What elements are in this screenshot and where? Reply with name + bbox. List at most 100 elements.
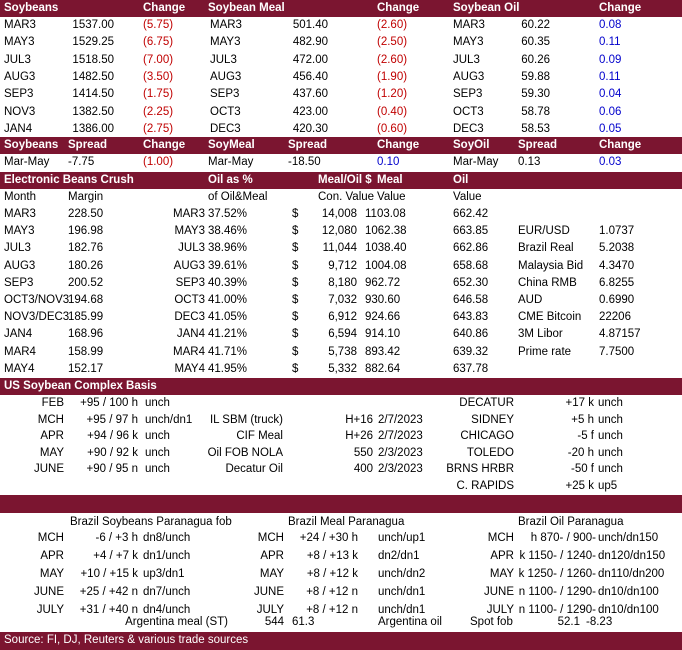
meal-month: MAY <box>259 568 284 580</box>
oil-month: MAY3 <box>453 36 484 49</box>
crush-header-cell: Oil <box>453 174 469 186</box>
dollar-sign: $ <box>292 259 299 272</box>
spread-header-cell: Change <box>143 139 186 151</box>
basis-month: JUNE <box>33 463 64 476</box>
oil-price: 58.53 <box>521 122 550 135</box>
oil-share: 40.39% <box>208 276 248 289</box>
meal-month: JUL3 <box>210 53 237 66</box>
futures-header-cell: Soybean Meal <box>208 2 285 14</box>
crush-month: OCT3/NOV3 <box>4 294 70 306</box>
product-date: 2/7/2023 <box>378 413 423 426</box>
futures-row: AUG3 1482.50 (3.50) AUG3 456.40 (1.90) AUG3 59.… <box>0 69 682 86</box>
oil-month: AUG3 <box>453 70 485 83</box>
crush-margin: 194.68 <box>68 294 104 306</box>
spread-cell: 0.03 <box>599 156 622 168</box>
meal-change: (2.60) <box>377 53 408 66</box>
spread-cell: 0.10 <box>377 156 400 168</box>
product-name: CIF Meal <box>236 430 283 443</box>
crush-month: MAY4 <box>4 362 35 375</box>
meal-change: (1.90) <box>377 70 408 83</box>
soy-trend: dn7/unch <box>143 586 191 598</box>
fx-label: AUD <box>518 294 543 306</box>
crush-header: Electronic Beans Crush Oil as % Meal/Oil $… <box>0 172 682 189</box>
spread-cell: (1.00) <box>143 156 174 168</box>
city-basis: +25 k <box>565 480 594 492</box>
crush-margin: 158.99 <box>68 345 104 358</box>
soy-month: JUL3 <box>4 53 31 66</box>
meal-value: 1038.40 <box>365 242 407 255</box>
meal-value: 1004.08 <box>365 259 407 272</box>
source-band: Source: FI, DJ, Reuters & various trade … <box>0 632 682 650</box>
meal-value: 1062.38 <box>365 225 407 238</box>
meal-month: OCT3 <box>210 105 241 118</box>
meal-value: 893.42 <box>365 345 401 358</box>
meal-change: (2.60) <box>377 19 408 31</box>
crush-month-2: OCT3 <box>174 294 205 306</box>
product-price: H+26 <box>345 430 373 443</box>
meal-trend: unch/dn2 <box>378 568 426 580</box>
oil-price: 60.35 <box>521 36 550 49</box>
futures-row: MAY3 1529.25 (6.75) MAY3 482.90 (2.50) MAY3 60.… <box>0 34 682 51</box>
soy-month: MCH <box>37 532 64 544</box>
crush-margin: 185.99 <box>68 311 104 324</box>
crush-month-2: SEP3 <box>175 276 205 289</box>
crush-subheader: Month Margin of Oil&Meal Con. Value Value Val… <box>0 189 682 206</box>
crush-row: MAR4 158.99 MAR4 41.71% $5,738 893.42 639.32 Pr… <box>0 344 682 361</box>
crush-header-cell: Meal <box>377 174 403 186</box>
oil-change: 0.08 <box>599 19 622 31</box>
futures-row: JUL3 1518.50 (7.00) JUL3 472.00 (2.60) JUL3 60.… <box>0 52 682 69</box>
dollar-sign: $ <box>292 362 299 375</box>
crush-month-2: MAR3 <box>173 208 205 220</box>
oil-value: 643.83 <box>453 311 489 324</box>
fx-label: CME Bitcoin <box>518 311 582 324</box>
city-name: TOLEDO <box>466 446 514 459</box>
brazil-meal-title: Brazil Meal Paranagua <box>288 516 405 528</box>
futures-header-cell: Change <box>143 2 186 14</box>
futures-row: NOV3 1382.50 (2.25) OCT3 423.00 (0.40) OCT3 58.… <box>0 104 682 121</box>
crush-subheader-cell: Value <box>377 191 406 203</box>
meal-value: 924.66 <box>365 311 401 324</box>
brazil-row: MAY +10 / +15 k up3/dn1 MAY +8 / +12 k unch/d… <box>0 566 682 583</box>
con-value: 8,180 <box>328 276 357 289</box>
spread-header-cell: Spread <box>288 139 327 151</box>
soy-month: JUNE <box>33 586 64 598</box>
soy-month: MAY <box>39 568 64 580</box>
city-trend: unch <box>598 446 623 459</box>
oil-basis: -1240 / -1150 k <box>519 550 596 562</box>
basis-header: US Soybean Complex Basis <box>0 378 682 395</box>
brazil-oil-title: Brazil Oil Paranagua <box>518 516 624 528</box>
fx-value: 7.7500 <box>599 345 635 358</box>
fx-value: 1.0737 <box>599 225 635 238</box>
fx-value: 5.2038 <box>599 242 635 255</box>
soy-price: 1386.00 <box>72 122 114 135</box>
meal-value: 882.64 <box>365 362 401 375</box>
basis-trend: unch <box>145 397 170 409</box>
spread-header-cell: SoyMeal <box>208 139 255 151</box>
basis-row: JUNE +90 / 95 n unch Decatur Oil 400 2/3/2023… <box>0 461 682 478</box>
meal-month: MAR3 <box>210 19 242 31</box>
basis-value: +95 / 97 h <box>86 413 138 426</box>
oil-share: 38.96% <box>208 242 248 255</box>
con-value: 11,044 <box>322 242 357 255</box>
soy-month: JAN4 <box>4 122 33 135</box>
city-trend: unch <box>598 463 623 476</box>
meal-price: 420.30 <box>292 122 328 135</box>
spread-header-cell: Change <box>377 139 420 151</box>
fx-label: EUR/USD <box>518 225 570 238</box>
oil-trend: dn110/dn200 <box>598 568 665 580</box>
dollar-sign: $ <box>292 208 299 220</box>
oil-share: 41.71% <box>208 345 248 358</box>
dollar-sign: $ <box>292 328 299 341</box>
brazil-soy-title: Brazil Soybeans Paranagua fob <box>70 516 232 528</box>
spread-cell: 0.13 <box>518 156 541 168</box>
product-price: 400 <box>353 463 373 476</box>
soy-price: 1482.50 <box>72 70 114 83</box>
spread-cell: -18.50 <box>288 156 321 168</box>
blank-band <box>0 495 682 513</box>
oil-value: 663.85 <box>453 225 489 238</box>
con-value: 5,738 <box>328 345 357 358</box>
dollar-sign: $ <box>292 225 299 238</box>
oil-change: 0.06 <box>599 105 622 118</box>
crush-month: JUL3 <box>4 242 31 255</box>
spreads-header: Soybeans Spread Change SoyMeal Spread Change S… <box>0 137 682 154</box>
